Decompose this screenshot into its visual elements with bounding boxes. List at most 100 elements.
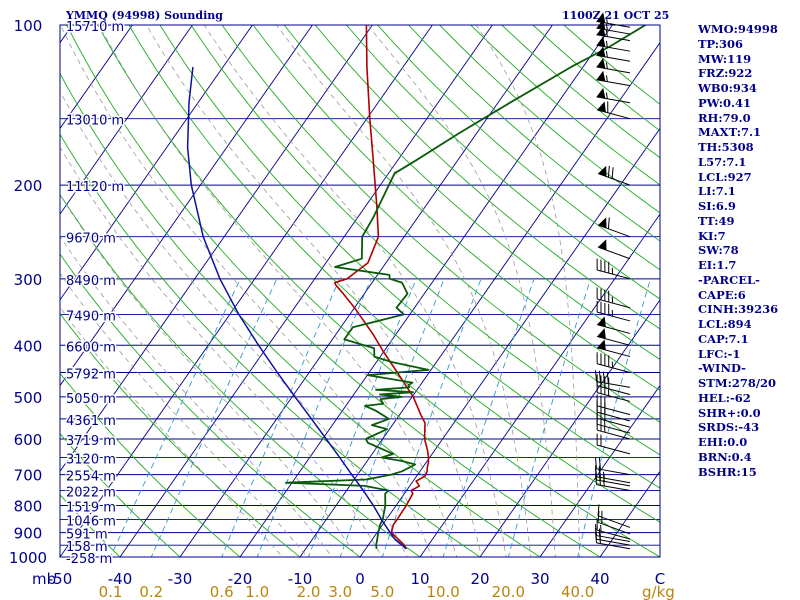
wind-barb <box>597 165 631 186</box>
stat-line: LCL:927 <box>698 169 752 184</box>
stat-line: SRDS:-43 <box>698 420 760 435</box>
stat-line: TH:5308 <box>698 140 754 154</box>
temperature-tick-label: -20 <box>228 570 253 588</box>
moist-adiabat-line <box>367 25 556 557</box>
stat-line: -PARCEL- <box>698 272 760 287</box>
moist-adiabat-line <box>99 25 458 557</box>
wind-barb <box>596 352 631 373</box>
wind-barb <box>596 87 631 104</box>
stat-line: WB0:934 <box>698 81 757 95</box>
isotherm-line <box>299 41 660 557</box>
pressure-tick-label: 200 <box>14 177 43 195</box>
wind-barb <box>597 328 631 346</box>
stat-line: MW:119 <box>698 51 752 66</box>
mixing-ratio-label: 0.1 <box>99 583 123 600</box>
stat-line: FRZ:922 <box>698 66 753 81</box>
height-label: 3120 m <box>66 452 116 467</box>
mixing-ratio-line <box>442 278 535 557</box>
pressure-tick-label: 100 <box>14 17 43 35</box>
stat-line: LFC:-1 <box>698 346 741 361</box>
isotherm-line <box>239 25 613 557</box>
stat-line: LCL:894 <box>698 317 752 331</box>
stat-line: TT:49 <box>698 213 735 228</box>
wind-barb <box>596 258 631 280</box>
mixing-ratio-label: 5.0 <box>370 583 394 600</box>
pressure-axis-label: mb <box>32 570 56 588</box>
mixing-ratio-line <box>381 278 482 557</box>
wind-barb <box>594 457 631 476</box>
wind-barb <box>594 370 631 388</box>
stat-line: SHR+:0.0 <box>698 405 761 420</box>
mixing-ratio-line <box>339 278 445 557</box>
stat-line: BRN:0.4 <box>698 449 752 464</box>
wind-barb <box>597 339 631 358</box>
wind-barb <box>597 217 631 238</box>
stat-line: PW:0.41 <box>698 95 752 110</box>
mixing-ratio-line <box>221 278 341 557</box>
temperature-tick-label: -30 <box>168 570 193 588</box>
pressure-tick-label: 300 <box>14 271 43 289</box>
dry-adiabat-line <box>377 25 660 271</box>
moist-adiabat-line <box>276 25 532 557</box>
dewpoint-profile-line <box>285 25 646 549</box>
stat-line: EHI:0.0 <box>698 435 748 449</box>
height-label: 9670 m <box>66 232 116 247</box>
chart-timestamp: 1100Z 21 OCT 25 <box>562 9 670 22</box>
height-label: 158 m <box>66 540 108 555</box>
temperature-tick-label: -10 <box>288 570 313 588</box>
dry-adiabat-line <box>66 25 601 557</box>
wind-barb <box>596 70 631 87</box>
mixing-ratio-label: 3.0 <box>328 583 352 600</box>
isotherm-line <box>119 25 493 557</box>
temperature-tick-label: -50 <box>48 570 73 588</box>
wind-barb <box>597 239 631 260</box>
wind-barb <box>596 433 631 455</box>
mixing-ratio-label: 0.6 <box>210 583 234 600</box>
moist-adiabat-line <box>60 25 433 557</box>
height-label: 4361 m <box>66 414 116 429</box>
isotherm-line <box>479 299 660 557</box>
isotherm-line <box>0 25 12 557</box>
dry-adiabat-line <box>221 25 660 423</box>
mixing-ratio-line <box>110 278 241 557</box>
height-label: 6600 m <box>66 340 116 355</box>
dry-adiabat-line <box>190 25 660 456</box>
stat-line: BSHR:15 <box>698 464 757 479</box>
mixing-ratio-label: 2.0 <box>297 583 321 600</box>
wind-barb <box>596 394 631 416</box>
mixing-ratio-label: 1.0 <box>245 583 269 600</box>
wind-barb <box>596 300 631 322</box>
mixing-ratio-label: 0.2 <box>139 583 163 600</box>
height-label: 2554 m <box>66 470 116 485</box>
wind-barb <box>596 46 631 62</box>
stat-line: EI:1.7 <box>698 258 737 272</box>
height-label: 7490 m <box>66 309 116 324</box>
mixing-ratio-label: 40.0 <box>561 583 594 600</box>
wind-barb <box>596 57 631 74</box>
mixing-ratio-line <box>256 278 372 557</box>
dry-adiabat-line <box>60 253 361 557</box>
stat-line: KI:7 <box>698 228 726 243</box>
wind-barb <box>597 504 631 528</box>
pressure-tick-label: 1000 <box>9 549 47 567</box>
height-label: 5792 m <box>66 368 116 383</box>
dry-adiabat-line <box>252 25 660 392</box>
pressure-tick-label: 500 <box>14 389 43 407</box>
stat-line: CAPE:6 <box>698 287 746 302</box>
dry-adiabat-line <box>283 25 660 360</box>
stat-line: HEL:-62 <box>698 390 751 405</box>
wind-barb <box>596 518 631 540</box>
temperature-tick-label: 30 <box>530 570 549 588</box>
mixing-ratio-label: 10.0 <box>426 583 459 600</box>
temperature-tick-label: 20 <box>470 570 489 588</box>
moist-adiabat-line <box>475 25 581 557</box>
isotherm-line <box>60 25 313 387</box>
isotherm-line <box>60 25 433 557</box>
height-label: 11120 m <box>66 180 124 195</box>
pressure-tick-label: 900 <box>14 525 43 543</box>
dry-adiabat-line <box>60 193 421 557</box>
moist-adiabat-line <box>60 306 283 557</box>
dry-adiabat-line <box>60 133 481 557</box>
dry-adiabat-line <box>60 432 181 557</box>
mixing-ratio-line <box>150 278 278 557</box>
